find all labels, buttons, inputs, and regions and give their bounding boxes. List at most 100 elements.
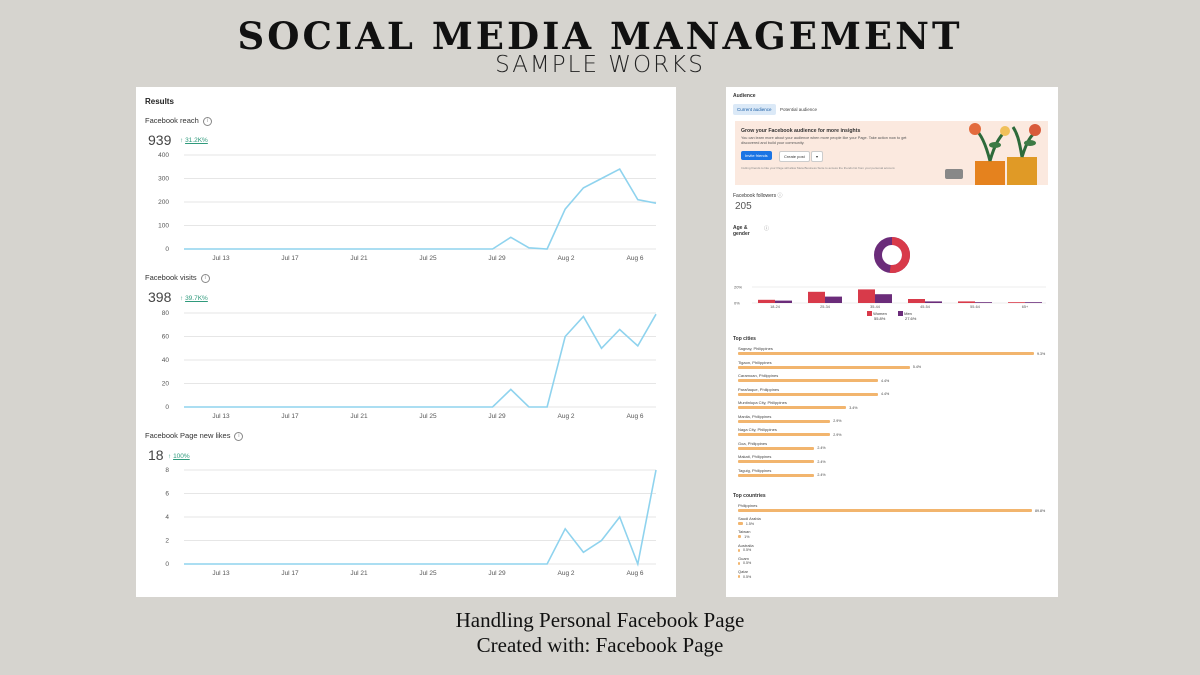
likes-label: Facebook Page new likes i — [145, 431, 244, 441]
list-item-value: 9.3% — [1037, 351, 1046, 356]
age-gender-label: Age & gender — [733, 225, 750, 237]
x-tick-label: 65+ — [1022, 305, 1029, 309]
bar-men — [975, 302, 992, 303]
list-item-value: 4.4% — [881, 378, 890, 383]
list-item-value: 2.4% — [817, 459, 826, 464]
list-item-bar — [738, 446, 815, 450]
age-gender-bar-chart: 20% 0% 18-24 25-34 35-44 45-54 55-64 65+ — [734, 285, 1046, 309]
tab-current-audience[interactable]: Current audience — [733, 104, 776, 115]
likes-chart: 8 6 4 2 0 Jul 13 Jul 17 Jul 21 Jul 25 Jul 29 Aug 2… — [165, 467, 657, 577]
x-tick-label: Aug 6 — [627, 255, 644, 262]
list-item-label: Taguig, Philippines — [738, 467, 772, 473]
list-item-value: 0.5% — [743, 561, 752, 566]
y-tick-label: 400 — [158, 152, 169, 159]
visits-value: 398 — [148, 289, 172, 305]
x-tick-label: Jul 13 — [212, 413, 230, 420]
x-tick-label: Jul 17 — [281, 255, 299, 262]
banner-heading: Grow your Facebook audience for more ins… — [741, 128, 861, 134]
list-item-value: 2.4% — [817, 446, 826, 450]
create-post-button[interactable]: Create post — [779, 151, 810, 162]
x-tick-label: 25-34 — [820, 305, 830, 309]
list-item-label: Qatar — [738, 569, 749, 574]
series-line — [184, 168, 657, 250]
x-tick-label: Jul 25 — [419, 570, 437, 577]
bar-women — [1008, 302, 1025, 303]
list-item-value: 2.9% — [833, 419, 842, 423]
visits-label: Facebook visits i — [145, 273, 210, 283]
list-item-label: Naga City, Philippines — [738, 427, 777, 432]
visits-change[interactable]: ↑ 39.7K% — [180, 295, 208, 302]
bar-women — [808, 291, 825, 303]
y-tick-label: 8 — [165, 467, 169, 474]
reach-label: Facebook reach i — [145, 116, 212, 126]
x-tick-label: Aug 2 — [558, 255, 575, 262]
y-tick-label: 60 — [162, 334, 170, 341]
x-tick-label: Jul 21 — [350, 570, 368, 577]
x-tick-label: 55-64 — [970, 305, 980, 309]
list-item-value: 0.5% — [743, 548, 752, 553]
page-subtitle: SAMPLE WORKS — [495, 52, 705, 78]
list-item-label: Sagnay, Philippines — [738, 346, 773, 351]
bar-men — [1025, 302, 1042, 303]
bar-women — [908, 299, 925, 303]
info-icon[interactable]: i — [200, 273, 210, 283]
list-item-value: 2.4% — [817, 473, 826, 477]
results-title: Results — [145, 97, 174, 106]
list-item-bar — [738, 522, 743, 526]
y-tick-label: 2 — [165, 538, 169, 545]
list-item-value: 2.9% — [833, 432, 842, 437]
list-item-label: Caramoan, Philippines — [738, 373, 779, 378]
results-panel: Results Facebook reach i 939 ↑ 31.2K% Fac… — [136, 87, 676, 597]
list-item-label: Makati, Philippines — [738, 454, 772, 459]
x-tick-label: Jul 21 — [350, 255, 368, 262]
list-item-label: Taiwan — [738, 529, 751, 535]
list-item-bar — [738, 509, 1032, 512]
tab-potential-audience[interactable]: Potential audience — [780, 107, 818, 112]
x-tick-label: Aug 2 — [558, 570, 575, 577]
x-tick-label: 35-44 — [870, 305, 880, 309]
list-item-bar — [738, 460, 815, 463]
x-tick-label: Jul 25 — [419, 413, 437, 420]
list-item-label: Guam — [738, 555, 749, 561]
list-item-bar — [738, 548, 740, 552]
y-tick-label: 0 — [165, 404, 169, 411]
x-tick-label: Jul 29 — [488, 255, 506, 262]
banner-text: You can learn more about your audience w… — [741, 136, 907, 145]
audience-title: Audience — [733, 93, 756, 99]
y-tick-label: 0 — [165, 561, 169, 568]
x-tick-label: Jul 17 — [281, 413, 299, 420]
y-tick-label: 40 — [162, 357, 170, 364]
grow-audience-banner: Grow your Facebook audience for more ins… — [735, 121, 1048, 185]
info-icon[interactable]: i — [234, 431, 244, 441]
list-item-bar — [738, 433, 831, 436]
chevron-down-icon[interactable]: ▾ — [811, 151, 824, 162]
info-icon[interactable]: ⓘ — [764, 226, 770, 232]
likes-value: 18 — [148, 447, 164, 463]
y-tick-label: 20 — [162, 381, 170, 388]
list-item-bar — [738, 561, 740, 565]
invite-friends-button[interactable]: Invite friends — [741, 151, 772, 160]
top-cities-label: Top cities — [733, 336, 756, 342]
list-item-value: 4.4% — [881, 392, 890, 396]
series-line — [184, 469, 657, 567]
list-item-bar — [738, 379, 879, 382]
list-item-value: 3.4% — [849, 405, 858, 410]
x-tick-label: Aug 2 — [558, 413, 575, 420]
likes-change[interactable]: ↑ 100% — [168, 453, 190, 460]
bar-men — [875, 294, 892, 303]
y-tick-label: 6 — [165, 491, 169, 498]
info-icon[interactable]: i — [202, 116, 212, 126]
reach-change[interactable]: ↑ 31.2K% — [180, 137, 208, 144]
followers-label: Facebook followers ⓘ — [733, 193, 783, 199]
followers-value: 205 — [735, 201, 752, 212]
top-countries-label: Top countries — [733, 493, 766, 499]
list-item-label: Australia — [738, 542, 754, 548]
x-tick-label: 18-24 — [770, 305, 780, 309]
list-item-value: 1% — [744, 534, 750, 539]
y-tick-label: 100 — [158, 223, 169, 230]
list-item-label: Tigaon, Philippines — [738, 359, 772, 365]
list-item-bar — [738, 473, 815, 477]
list-item-label: Parañaque, Philippines — [738, 386, 780, 392]
x-tick-label: Jul 25 — [419, 255, 437, 262]
list-item-bar — [738, 419, 831, 423]
